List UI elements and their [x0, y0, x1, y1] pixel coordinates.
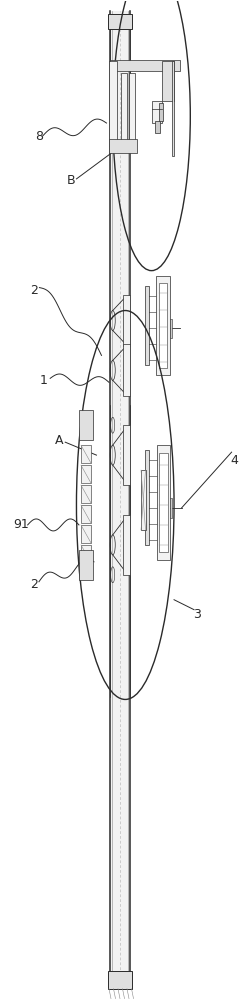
Bar — [159, 103, 162, 121]
Text: 3: 3 — [192, 608, 200, 621]
Text: 2: 2 — [30, 578, 38, 591]
Bar — [123, 344, 130, 396]
Bar — [123, 295, 130, 346]
Bar — [121, 73, 127, 141]
Bar — [109, 61, 116, 146]
Bar — [140, 470, 145, 530]
Bar — [145, 450, 148, 545]
Bar — [79, 550, 92, 580]
Bar — [81, 525, 91, 543]
Bar — [81, 445, 91, 463]
Text: 1: 1 — [40, 374, 48, 387]
Bar — [81, 465, 91, 483]
Text: 4: 4 — [229, 454, 237, 467]
Bar — [123, 515, 130, 575]
Bar — [81, 505, 91, 523]
Bar — [161, 61, 173, 101]
Bar — [145, 286, 148, 365]
Bar — [170, 498, 172, 518]
Bar — [155, 276, 169, 375]
Bar — [159, 453, 167, 552]
Bar — [108, 14, 132, 29]
Bar — [171, 61, 173, 156]
Bar — [155, 121, 160, 133]
Bar — [110, 11, 130, 989]
Bar — [123, 425, 130, 485]
Bar — [169, 319, 171, 338]
Text: 8: 8 — [35, 130, 43, 143]
Text: A: A — [54, 434, 63, 447]
Bar — [109, 139, 137, 153]
Bar — [129, 73, 134, 141]
Bar — [110, 60, 180, 71]
Bar — [156, 445, 170, 560]
Text: 91: 91 — [13, 518, 29, 531]
Text: B: B — [67, 174, 75, 187]
Bar — [151, 101, 161, 123]
Text: 2: 2 — [30, 284, 38, 297]
Bar — [81, 545, 91, 563]
Bar — [79, 410, 92, 440]
Bar — [81, 485, 91, 503]
Bar — [158, 283, 167, 368]
Bar — [108, 971, 132, 989]
